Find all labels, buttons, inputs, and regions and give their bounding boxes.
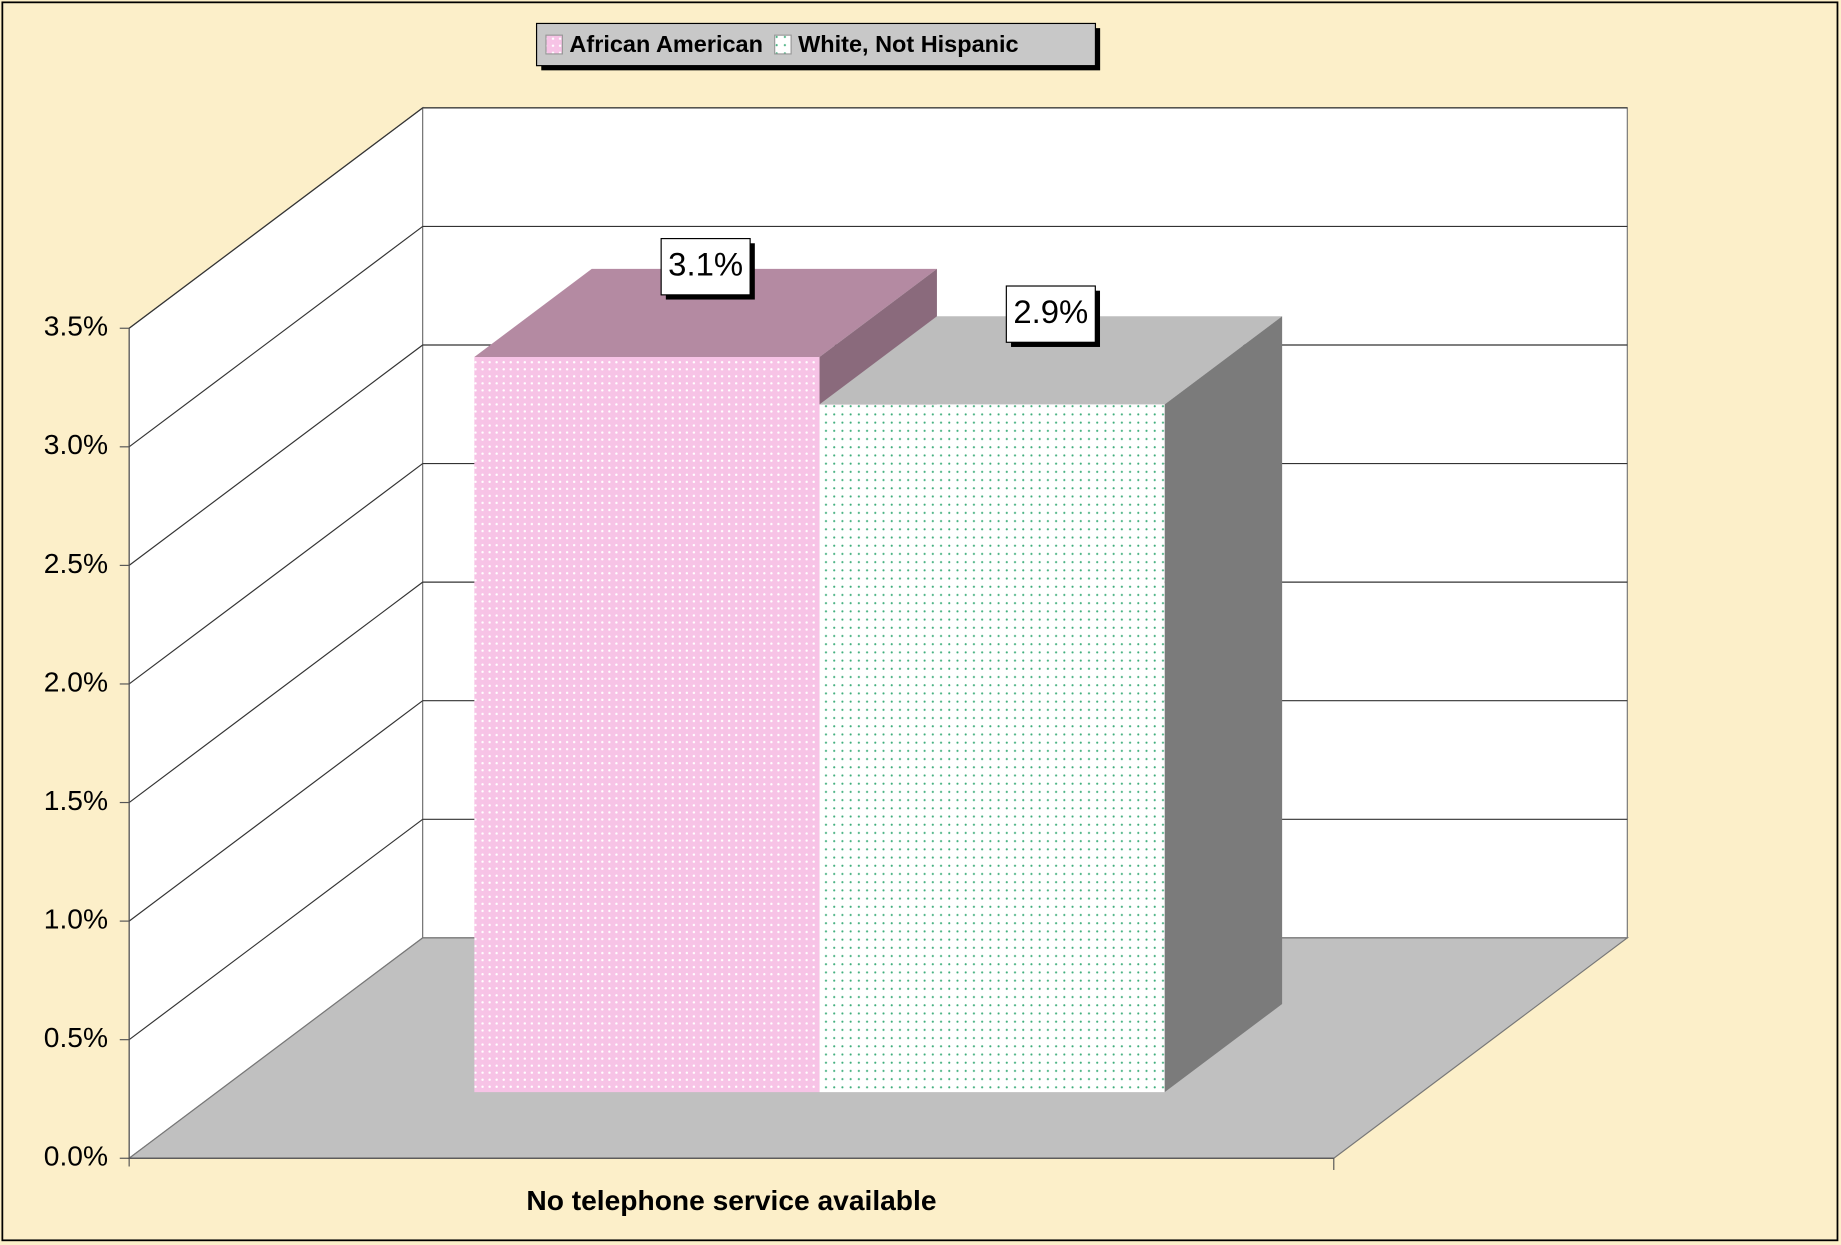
x-category-label: No telephone service available	[526, 1185, 936, 1216]
bar-front	[819, 404, 1165, 1093]
legend-label: White, Not Hispanic	[798, 31, 1018, 57]
bar-front	[474, 356, 820, 1093]
y-tick-label: 3.0%	[44, 429, 108, 460]
data-label-box	[1005, 285, 1096, 343]
grid-line	[128, 107, 424, 329]
grid-line	[128, 463, 424, 685]
grid-line	[128, 818, 424, 1041]
y-tick-label: 2.0%	[44, 666, 108, 697]
legend-swatch	[545, 34, 563, 55]
grid-line	[128, 581, 424, 804]
grid-line	[128, 225, 424, 448]
legend-label: African American	[569, 31, 762, 57]
legend: African American White, Not Hispanic	[535, 22, 1101, 71]
data-label-text: 3.1%	[668, 245, 743, 282]
grid-line	[128, 344, 424, 566]
data-label-text: 2.9%	[1013, 293, 1088, 330]
data-label-box	[660, 237, 751, 296]
grid-line	[128, 700, 424, 922]
bar-top	[819, 316, 1283, 405]
y-tick-label: 2.5%	[44, 548, 108, 579]
bar-top	[474, 268, 937, 357]
legend-box	[535, 22, 1097, 67]
legend-swatch	[774, 34, 792, 55]
y-tick-label: 1.0%	[44, 904, 108, 935]
y-tick-label: 3.5%	[44, 311, 108, 342]
data-label: 3.1%	[660, 237, 755, 300]
data-label: 2.9%	[1005, 285, 1101, 347]
y-tick-label: 0.0%	[44, 1141, 108, 1172]
bar-side	[1164, 316, 1283, 1093]
y-tick-label: 0.5%	[44, 1022, 108, 1053]
y-tick-label: 1.5%	[44, 785, 108, 816]
